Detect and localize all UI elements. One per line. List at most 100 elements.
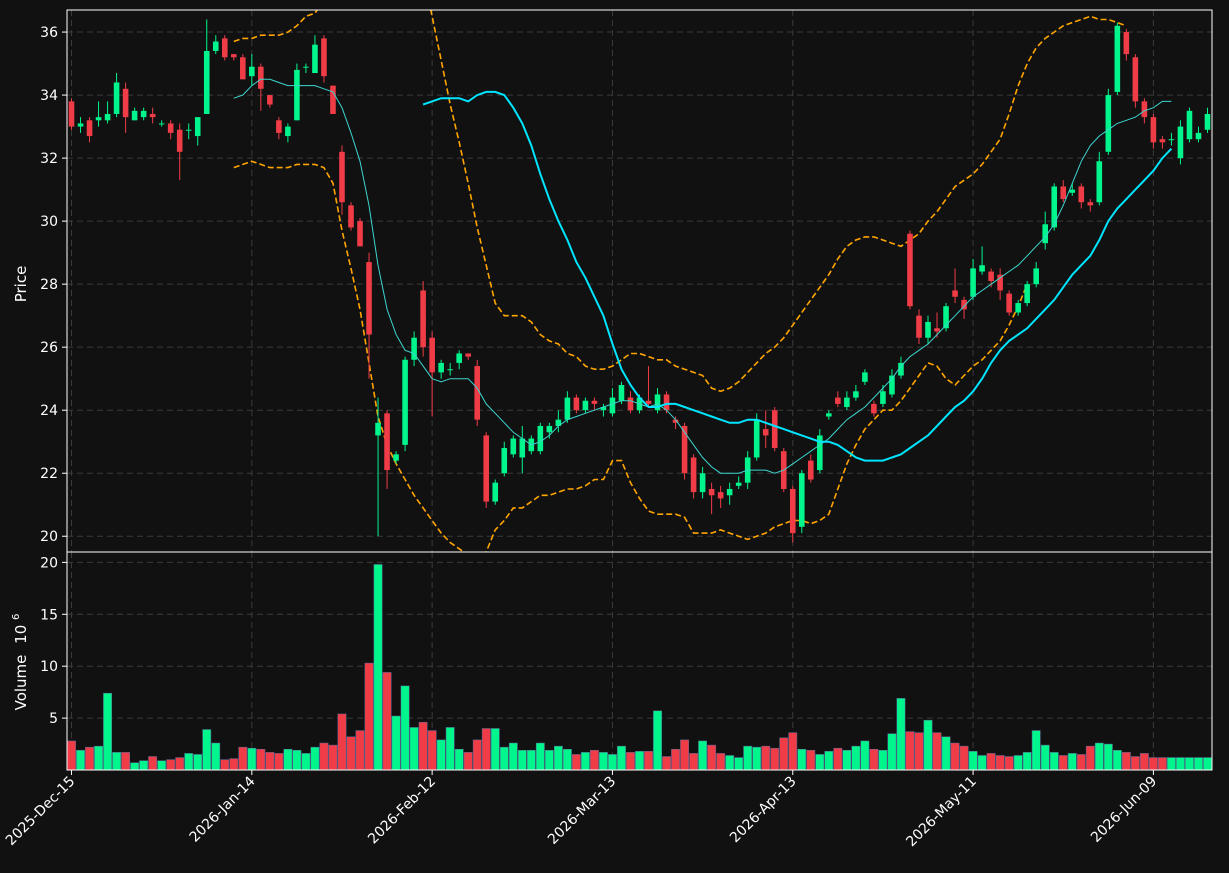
volume-bar bbox=[860, 740, 870, 771]
volume-bar bbox=[977, 755, 987, 771]
candle-body bbox=[943, 306, 949, 329]
volume-bar bbox=[76, 750, 85, 771]
volume-bar bbox=[373, 564, 383, 771]
volume-bar bbox=[1076, 754, 1086, 771]
volume-bar bbox=[914, 732, 924, 771]
candle-body bbox=[699, 473, 706, 493]
volume-bar bbox=[1149, 757, 1158, 771]
price-tick-label: 28 bbox=[40, 277, 58, 293]
candle-body bbox=[735, 482, 742, 486]
fast-moving-average-line bbox=[233, 78, 1172, 474]
volume-bar bbox=[472, 739, 482, 771]
candle-body bbox=[753, 419, 760, 458]
candle-body bbox=[510, 438, 517, 455]
candlesticks bbox=[68, 19, 1211, 543]
volume-bars bbox=[67, 564, 1212, 771]
volume-bar bbox=[1031, 730, 1041, 771]
candle-body bbox=[194, 117, 201, 137]
candle-body bbox=[762, 429, 769, 436]
volume-bar bbox=[211, 742, 221, 771]
candle-body bbox=[1168, 139, 1175, 141]
volume-bar bbox=[220, 759, 230, 771]
candle-body bbox=[1123, 32, 1130, 55]
candle-body bbox=[1006, 293, 1012, 313]
candle-body bbox=[726, 488, 733, 496]
volume-bar bbox=[427, 730, 437, 771]
volume-axis-label: Volume 10 6 bbox=[11, 614, 30, 711]
volume-bar bbox=[608, 754, 617, 771]
volume-bar bbox=[1103, 743, 1113, 771]
candle-body bbox=[77, 123, 84, 127]
candle-body bbox=[203, 50, 210, 114]
volume-axis-exponent-base: 10 bbox=[12, 625, 30, 644]
volume-bar bbox=[1112, 750, 1122, 771]
price-tick-label: 34 bbox=[40, 88, 58, 104]
candle-body bbox=[1150, 117, 1157, 143]
volume-tick-label: 10 bbox=[40, 659, 58, 675]
candle-body bbox=[907, 233, 913, 307]
volume-bar bbox=[148, 756, 158, 771]
volume-bar bbox=[85, 746, 94, 771]
volume-bar bbox=[698, 740, 708, 771]
candle-body bbox=[276, 120, 282, 133]
candle-body bbox=[483, 435, 490, 502]
candle-body bbox=[429, 337, 435, 373]
candle-body bbox=[898, 362, 904, 376]
volume-bar bbox=[481, 728, 491, 771]
candle-body bbox=[1186, 110, 1193, 140]
candle-body bbox=[862, 372, 868, 382]
candle-body bbox=[798, 473, 805, 527]
candle-body bbox=[979, 265, 985, 272]
price-tick-label: 36 bbox=[40, 25, 58, 41]
volume-bar bbox=[67, 740, 76, 771]
volume-bar bbox=[418, 721, 428, 771]
candle-body bbox=[672, 419, 679, 423]
candle-body bbox=[104, 113, 111, 121]
volume-bar bbox=[445, 727, 455, 771]
candle-body bbox=[970, 268, 976, 297]
volume-bar bbox=[1085, 745, 1095, 771]
volume-bar bbox=[725, 755, 735, 771]
candle-body bbox=[339, 151, 345, 203]
candle-body bbox=[717, 492, 724, 499]
candle-body bbox=[375, 422, 381, 436]
volume-bar bbox=[1176, 757, 1185, 771]
candle-body bbox=[249, 66, 255, 77]
candle-body bbox=[1159, 139, 1166, 143]
volume-bar bbox=[112, 752, 121, 771]
volume-bar bbox=[905, 731, 915, 771]
price-tick-label: 20 bbox=[40, 529, 58, 545]
volume-bar bbox=[959, 745, 969, 771]
volume-bar bbox=[815, 754, 825, 771]
volume-bar bbox=[517, 750, 527, 771]
price-tick-label: 30 bbox=[40, 214, 58, 230]
candle-body bbox=[492, 482, 499, 502]
candle-body bbox=[438, 362, 444, 373]
candle-body bbox=[591, 400, 598, 404]
volume-bar bbox=[644, 751, 653, 771]
volume-bar bbox=[1121, 752, 1131, 771]
candle-body bbox=[158, 123, 165, 125]
candle-body bbox=[1024, 284, 1030, 304]
candle-body bbox=[609, 397, 616, 414]
candle-body bbox=[880, 391, 886, 404]
lower-band-line bbox=[233, 160, 1028, 552]
candle-body bbox=[1096, 161, 1103, 203]
candle-body bbox=[1015, 303, 1021, 313]
volume-bar bbox=[571, 754, 581, 771]
candle-body bbox=[961, 299, 967, 310]
volume-axis-exponent-power: 6 bbox=[11, 614, 22, 620]
volume-bar bbox=[950, 742, 960, 771]
candle-body bbox=[555, 419, 562, 426]
volume-bar bbox=[103, 692, 112, 771]
volume-bar bbox=[193, 754, 203, 771]
volume-bar bbox=[968, 751, 978, 771]
volume-bar bbox=[139, 760, 149, 771]
volume-bar bbox=[1094, 742, 1104, 771]
volume-bar bbox=[319, 742, 329, 771]
candle-body bbox=[663, 394, 670, 411]
candle-body bbox=[871, 403, 877, 414]
volume-tick-label: 5 bbox=[49, 711, 58, 727]
candle-body bbox=[826, 413, 832, 417]
